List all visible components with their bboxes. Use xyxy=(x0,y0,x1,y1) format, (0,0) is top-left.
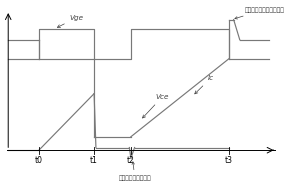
Text: t1: t1 xyxy=(90,156,98,165)
Text: t3: t3 xyxy=(225,156,233,165)
Text: t2: t2 xyxy=(127,156,135,165)
Text: Vge: Vge xyxy=(57,15,84,27)
Text: t0: t0 xyxy=(35,156,43,165)
Text: Ic: Ic xyxy=(195,75,214,94)
Text: Vce: Vce xyxy=(143,94,169,118)
Text: 二极管反向恢复电流: 二极管反向恢复电流 xyxy=(118,162,151,181)
Text: 杂散电感产生的电压尖峰: 杂散电感产生的电压尖峰 xyxy=(235,7,284,19)
